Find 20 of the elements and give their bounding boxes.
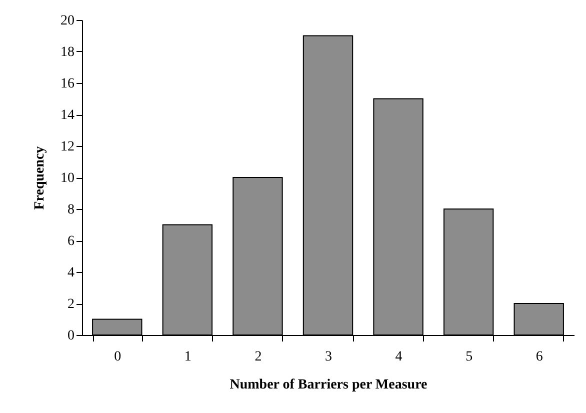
y-tick-label: 2 (68, 297, 74, 312)
x-tick-label: 0 (114, 350, 122, 364)
y-tick-label: 4 (68, 266, 74, 280)
x-tick-label: 6 (536, 350, 543, 364)
y-tick-label: 18 (60, 45, 74, 60)
y-tick-label: 10 (60, 171, 74, 186)
x-tick-label: 3 (325, 350, 332, 364)
x-tick-label: 4 (395, 350, 402, 364)
x-axis-title: Number of Barriers per Measure (230, 378, 428, 392)
y-tick-label: 16 (60, 76, 74, 92)
y-axis-title: Frequency (32, 146, 48, 210)
y-tick-label: 12 (60, 140, 74, 154)
y-tick-label: 14 (60, 108, 74, 123)
x-tick-label: 5 (466, 350, 473, 364)
y-tick-label: 6 (68, 234, 74, 249)
y-tick-label: 20 (60, 14, 74, 28)
x-tick-label: 2 (254, 350, 262, 364)
x-tick-label: 1 (184, 350, 192, 364)
y-tick-label: 0 (68, 328, 74, 344)
y-tick-label: 8 (68, 202, 74, 218)
